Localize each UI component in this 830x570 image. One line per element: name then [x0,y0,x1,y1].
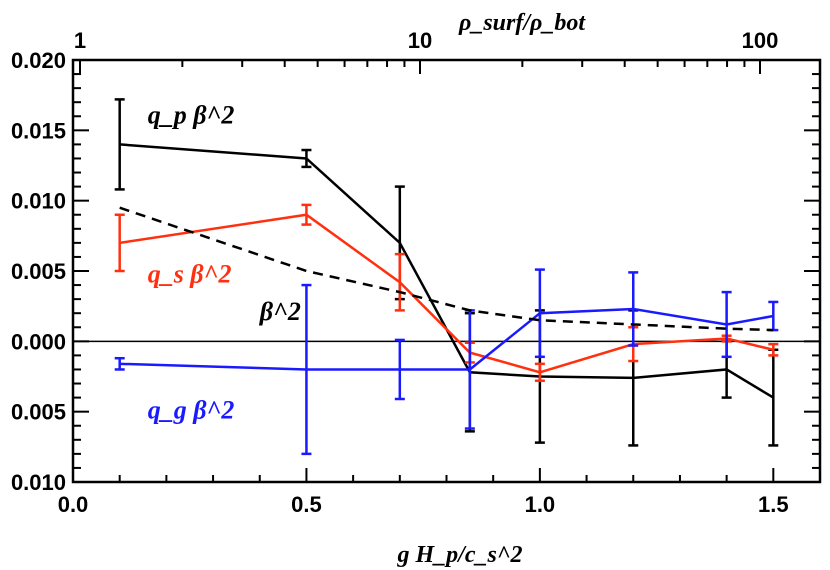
y-tick-label: 0.020 [11,48,66,73]
y-tick-label: 0.005 [11,400,66,425]
series-label: β^2 [259,297,301,326]
plot-layer: q_p β^2 q_s β^2 q_g β^2 β^2 [73,98,820,456]
top-tick-label: 100 [742,28,779,53]
series-line [119,307,774,371]
series-label: q_g β^2 [148,396,235,425]
top-tick-label: 1 [74,28,86,53]
series-label: q_s β^2 [148,259,232,288]
x-tick-label: 1.0 [525,492,556,517]
y-tick-label: 0.015 [11,118,66,143]
series-line [119,213,774,374]
y-tick-label: 0.010 [11,189,66,214]
x-tick-label: 0.5 [291,492,322,517]
top-tick-label: 10 [408,28,432,53]
x-tick-label: 0.0 [58,492,89,517]
series-label: q_p β^2 [148,100,235,129]
series-line [119,143,774,399]
series-line [119,206,774,332]
y-tick-label: 0.010 [11,470,66,495]
axis-layer: 0.0 0.5 1.0 1.5 0.020 0.015 0.010 0.005 0.000 0.0… [11,10,822,568]
x-tick-label: 1.5 [758,492,789,517]
top-axis-title: ρ_surf/ρ_bot [458,10,586,36]
y-tick-label: 0.005 [11,259,66,284]
x-axis-title: g H_p/c_s^2 [396,542,522,568]
y-tick-label: 0.000 [11,329,66,354]
